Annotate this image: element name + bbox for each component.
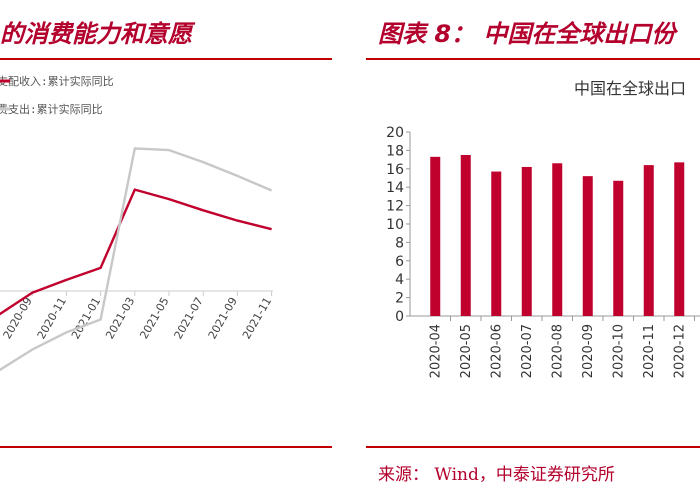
legend-income-label: 可支配收入:累计实际同比 bbox=[0, 75, 114, 88]
bar-x-tick-label: 2020-05 bbox=[459, 324, 474, 378]
line-x-tick-label: 2021-07 bbox=[172, 295, 206, 341]
bar-x-tick-label: 2020-10 bbox=[611, 324, 626, 378]
left-panel-title: 的消费能力和意愿 bbox=[0, 20, 192, 48]
bar-y-tick-label: 18 bbox=[386, 143, 404, 159]
bar-x-tick-label: 2020-06 bbox=[489, 324, 504, 378]
bar-x-tick-label: 2020-08 bbox=[550, 324, 565, 378]
bar bbox=[613, 180, 624, 316]
line-x-tick-label: 2021-11 bbox=[240, 295, 274, 341]
line-chart: 2020-072020-092020-112021-012021-032021-… bbox=[0, 79, 274, 372]
bar bbox=[430, 156, 441, 316]
bar bbox=[552, 163, 563, 316]
bar-y-tick-label: 20 bbox=[386, 125, 404, 141]
line-x-tick-label: 2021-05 bbox=[137, 295, 171, 341]
bar-x-tick-label: 2020-12 bbox=[672, 324, 687, 378]
bar bbox=[643, 165, 654, 316]
line-x-tick-label: 2021-03 bbox=[103, 295, 137, 341]
left-title-rule bbox=[0, 58, 332, 60]
line-series-1 bbox=[0, 188, 272, 316]
bar-y-tick-label: 12 bbox=[386, 199, 404, 215]
bar bbox=[582, 176, 593, 316]
line-x-tick-label: 2021-09 bbox=[206, 295, 240, 341]
bar-chart-title: 中国在全球出口 bbox=[574, 79, 686, 98]
bar-y-tick-label: 6 bbox=[395, 254, 404, 270]
bar-y-tick-label: 4 bbox=[395, 272, 404, 288]
line-series-2 bbox=[0, 147, 273, 372]
bar-x-tick-label: 2020-04 bbox=[428, 324, 443, 378]
bar-x-tick-label: 2020-07 bbox=[520, 324, 535, 378]
bar-x-tick-label: 2020-11 bbox=[642, 324, 657, 378]
right-title-rule bbox=[366, 58, 700, 60]
bar-chart: 中国在全球出口 0 2 4 6 8 10 12 14 16 18 20 2020-04 2020-05 20… bbox=[386, 79, 700, 378]
bar-y-tick-label: 8 bbox=[395, 235, 404, 251]
bar-y-tick-label: 10 bbox=[386, 217, 404, 233]
bar bbox=[491, 171, 502, 316]
line-x-tick-label: 2021-01 bbox=[69, 295, 103, 341]
bar-y-tick-label: 14 bbox=[386, 180, 404, 196]
bar-x-tick-label: 2020-09 bbox=[581, 324, 596, 378]
source-note: 来源： Wind，中泰证券研究所 bbox=[378, 465, 615, 485]
bar-y-tick-label: 2 bbox=[395, 291, 404, 307]
legend-consumption-label: 消费支出:累计实际同比 bbox=[0, 103, 103, 116]
bar bbox=[521, 166, 532, 316]
right-panel-title: 图表 8： 中国在全球出口份 bbox=[378, 20, 676, 48]
bar bbox=[460, 155, 471, 316]
bar bbox=[674, 162, 685, 316]
right-bottom-rule bbox=[366, 446, 700, 448]
bar-y-tick-label: 0 bbox=[395, 309, 404, 325]
left-bottom-rule bbox=[0, 446, 332, 448]
bar-y-tick-label: 16 bbox=[386, 162, 404, 178]
